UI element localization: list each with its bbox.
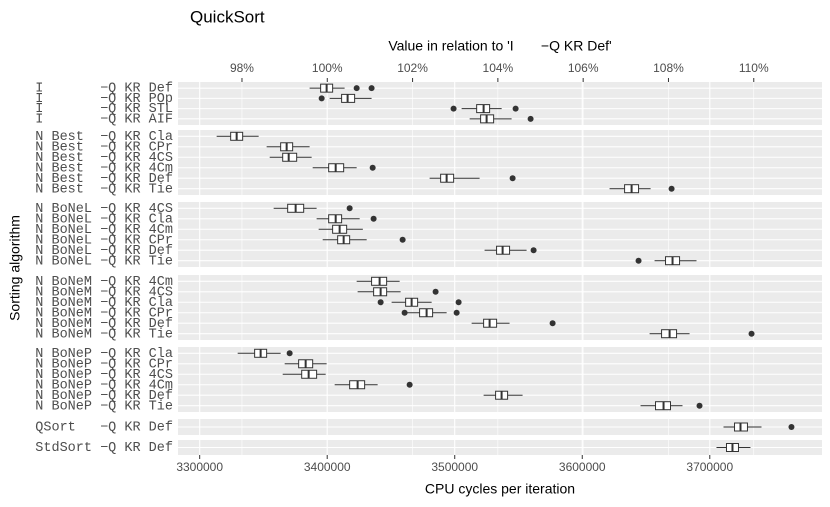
outlier <box>377 299 384 306</box>
y-tick-label: N BoNeM −Q KR CPr <box>35 306 173 321</box>
outlier <box>401 309 408 316</box>
y-axis-title: Sorting algorithm <box>7 215 23 321</box>
chart-title: QuickSort <box>190 7 265 26</box>
y-tick-label: N BoNeL −Q KR 4Cm <box>35 223 173 238</box>
y-tick-label: N BoNeL −Q KR 4CS <box>35 202 173 217</box>
y-tick-label: N Best −Q KR 4Cm <box>35 161 173 176</box>
x2-tick-label: 104% <box>483 61 514 75</box>
outlier <box>353 85 360 92</box>
x2-tick-label: 100% <box>312 61 343 75</box>
y-tick-label: QSort −Q KR Def <box>35 421 173 436</box>
x-tick-label: 3500000 <box>431 460 478 474</box>
y-tick-label: N BoNeM −Q KR Def <box>35 317 173 332</box>
x-tick-label: 3700000 <box>686 460 733 474</box>
y-tick-label: N BoNeM −Q KR 4CS <box>35 285 173 300</box>
outlier <box>286 350 293 357</box>
outlier <box>668 185 675 192</box>
outlier <box>696 402 703 409</box>
y-tick-label: N BoNeL −Q KR Def <box>35 244 173 259</box>
x2-tick-label: 108% <box>653 61 684 75</box>
y-tick-label: I −Q KR POp <box>35 92 173 107</box>
y-tick-label: I −Q KR AIF <box>35 112 173 127</box>
panel-background <box>178 275 822 340</box>
y-tick-label: N Best −Q KR Def <box>35 172 173 187</box>
y-tick-label: N BoNeP −Q KR Def <box>35 389 173 404</box>
x-tick-label: 3600000 <box>559 460 606 474</box>
outlier <box>399 236 406 243</box>
outlier <box>368 85 375 92</box>
outlier <box>370 215 377 222</box>
y-tick-label: N Best −Q KR CPr <box>35 140 173 155</box>
y-tick-label: N BoNeP −Q KR CPr <box>35 357 173 372</box>
panel-background <box>178 130 822 195</box>
outlier <box>453 309 460 316</box>
outlier <box>369 164 376 171</box>
outlier <box>432 288 439 295</box>
y-tick-label: N BoNeP −Q KR 4Cm <box>35 378 173 393</box>
y-tick-label: N BoNeP −Q KR 4CS <box>35 368 173 383</box>
x2-tick-label: 98% <box>230 61 254 75</box>
y-tick-label: N BoNeL −Q KR Cla <box>35 212 173 227</box>
outlier <box>406 381 413 388</box>
outlier <box>635 257 642 264</box>
x-axis-title: CPU cycles per iteration <box>425 481 575 497</box>
y-tick-label: N BoNeL −Q KR CPr <box>35 233 173 248</box>
x2-tick-label: 110% <box>739 61 769 75</box>
panel-background <box>178 82 822 125</box>
x2-tick-label: 106% <box>568 61 599 75</box>
outlier <box>748 330 755 337</box>
x2-tick-label: 102% <box>397 61 428 75</box>
y-tick-label: N BoNeP −Q KR Cla <box>35 347 173 362</box>
y-tick-label: N Best −Q KR Tie <box>35 182 173 197</box>
outlier <box>549 320 556 327</box>
y-tick-label: StdSort −Q KR Def <box>35 441 173 456</box>
y-tick-label: N BoNeM −Q KR 4Cm <box>35 275 173 290</box>
y-tick-label: N BoNeM −Q KR Cla <box>35 296 173 311</box>
outlier <box>318 95 325 102</box>
outlier <box>527 115 534 122</box>
y-tick-label: I −Q KR STL <box>35 102 173 117</box>
x-tick-label: 3400000 <box>304 460 351 474</box>
outlier <box>455 299 462 306</box>
outlier <box>346 205 353 212</box>
y-tick-label: N Best −Q KR 4CS <box>35 151 173 166</box>
outlier <box>512 105 519 112</box>
outlier <box>509 175 516 182</box>
outlier <box>530 247 537 254</box>
x-tick-label: 3300000 <box>176 460 223 474</box>
outlier <box>788 424 795 430</box>
y-tick-label: N BoNeP −Q KR Tie <box>35 399 173 414</box>
panel-background <box>178 347 822 412</box>
panel-background <box>178 202 822 267</box>
y-tick-label: N Best −Q KR Cla <box>35 130 173 145</box>
outlier <box>450 105 457 112</box>
y-tick-label: N BoNeL −Q KR Tie <box>35 254 173 269</box>
y-tick-label: I −Q KR Def <box>35 82 173 97</box>
x2-axis-title: Value in relation to 'I −Q KR Def' <box>388 38 611 54</box>
y-tick-label: N BoNeM −Q KR Tie <box>35 327 173 342</box>
